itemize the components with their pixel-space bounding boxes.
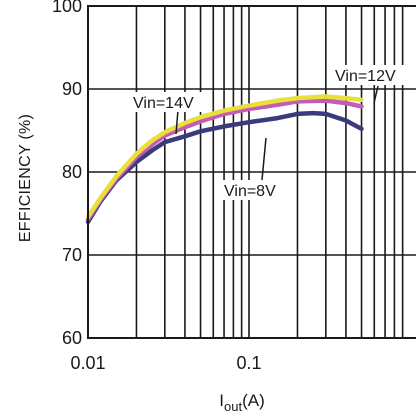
plot-frame <box>87 5 416 339</box>
annotation-bg-8v <box>222 180 292 200</box>
y-tick-label: 70 <box>62 245 82 265</box>
x-tick-labels: 0.01 0.1 <box>70 353 261 373</box>
annotation-leader-12v <box>373 85 379 104</box>
x-axis-label-subscript: out <box>224 399 242 414</box>
annotation-bg-12v <box>334 65 416 85</box>
data-series <box>85 94 364 225</box>
grid-lines <box>88 6 416 338</box>
y-tick-label: 80 <box>62 162 82 182</box>
y-axis-label: EFFICIENCY (%) <box>17 114 34 242</box>
x-axis-label-unit: (A) <box>242 391 265 410</box>
x-axis-label-main: I <box>219 391 224 410</box>
series-line-vin-14v <box>85 94 364 220</box>
annotation-vin-8v: Vin=8V <box>224 183 276 200</box>
annotation-bg-14v <box>131 92 208 112</box>
y-tick-label: 90 <box>62 79 82 99</box>
series-line-vin-8v <box>85 110 364 225</box>
annotation-leader-14v <box>175 109 179 135</box>
annotation-vin-14v: Vin=14V <box>133 95 194 112</box>
x-tick-label: 0.01 <box>70 353 105 373</box>
annotation-vin-12v: Vin=12V <box>335 68 396 85</box>
x-axis-label: Iout(A) <box>219 391 264 414</box>
y-tick-label: 100 <box>52 0 82 16</box>
annotation-leader-8v <box>261 137 267 181</box>
series-annotations: Vin=14V Vin=12V Vin=8V <box>131 65 416 200</box>
y-tick-label: 60 <box>62 328 82 348</box>
y-tick-labels: 100 90 80 70 60 <box>52 0 82 348</box>
x-tick-label: 0.1 <box>236 353 261 373</box>
